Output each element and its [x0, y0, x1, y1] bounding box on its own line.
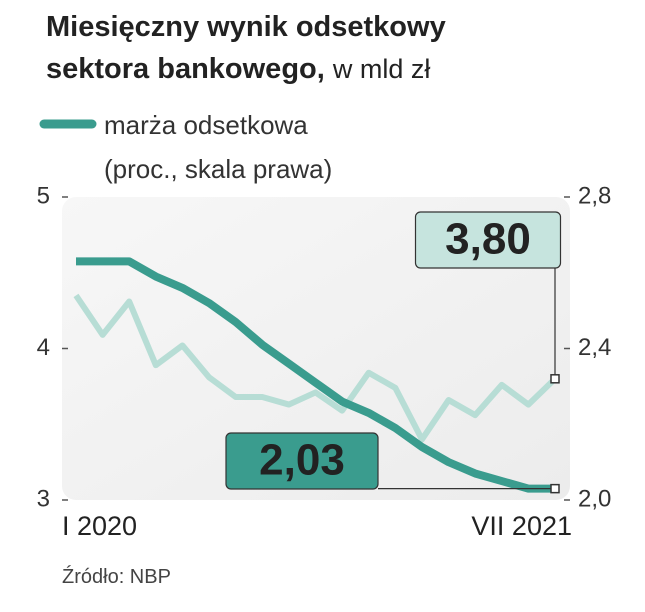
- point-marker: [550, 374, 560, 384]
- series-line: [76, 257, 555, 493]
- y-tick-label: 3: [37, 485, 50, 512]
- x-tick-label: I 2020: [62, 511, 137, 541]
- value-label: 3,80: [445, 215, 531, 264]
- plot-area: [62, 197, 570, 500]
- unit: w mld zł: [332, 54, 431, 84]
- point-marker: [550, 483, 560, 494]
- series-line: [73, 293, 558, 443]
- y2-tick-label: 2,8: [578, 182, 611, 209]
- y-tick-label: 4: [37, 334, 50, 361]
- value-label: 2,03: [259, 436, 345, 485]
- chart-title: sektora bankowego, w mld zł: [46, 53, 430, 85]
- source: Źródło: NBP: [62, 565, 171, 588]
- value-label-box: [414, 211, 562, 269]
- chart-title: Miesięczny wynik odsetkowy: [46, 11, 446, 43]
- chart-title: sektora bankowego,: [46, 53, 325, 85]
- x-tick-label: VII 2021: [471, 511, 572, 541]
- legend-label: marża odsetkowa: [104, 110, 308, 140]
- y2-tick-label: 2,0: [578, 485, 611, 512]
- y2-tick-label: 2,4: [578, 334, 611, 361]
- value-label-box: [225, 432, 379, 490]
- y-tick-label: 5: [37, 182, 50, 209]
- legend-note: (proc., skala prawa): [104, 154, 332, 184]
